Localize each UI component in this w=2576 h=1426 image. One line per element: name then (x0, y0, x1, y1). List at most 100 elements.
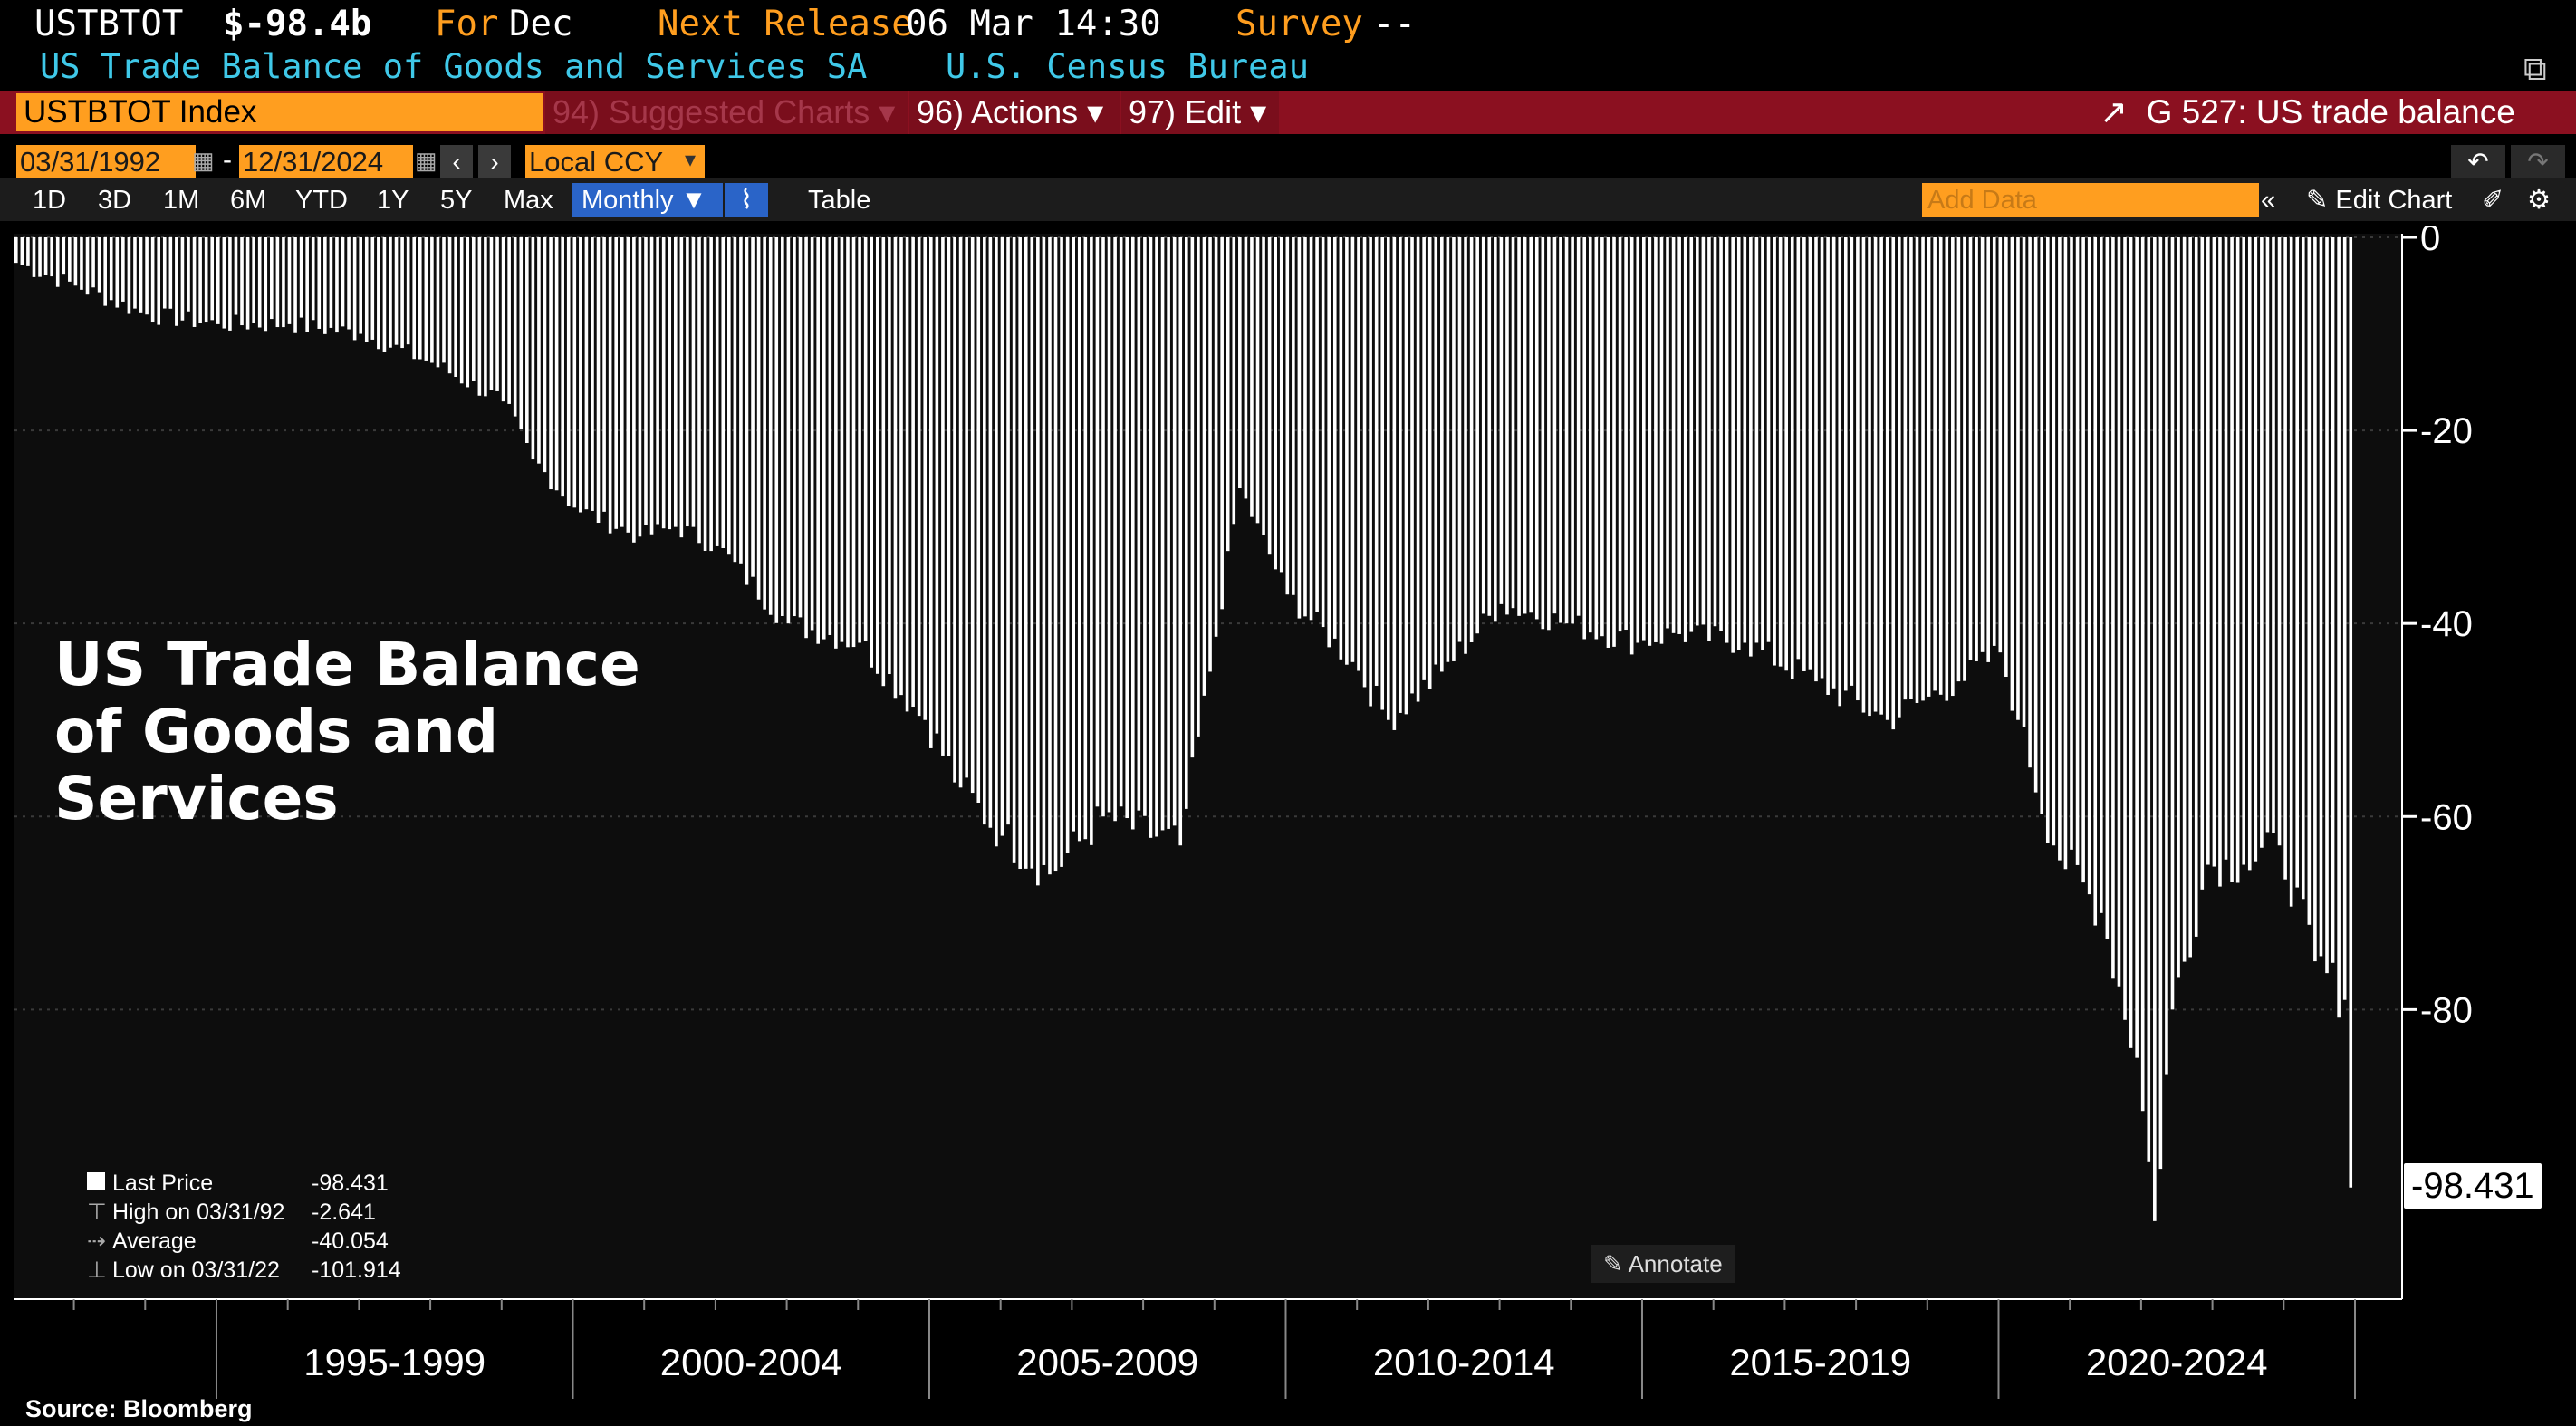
legend-average: ⇢ Average -40.054 (87, 1228, 389, 1254)
bar (519, 237, 524, 429)
bar (958, 237, 963, 788)
legend-average-value: -40.054 (312, 1228, 389, 1254)
bar (1749, 237, 1753, 657)
bar (2331, 237, 2335, 963)
period-1m[interactable]: 1M (163, 186, 200, 215)
collapse-icon[interactable]: « (2261, 186, 2276, 215)
bar (216, 237, 220, 324)
bar (1274, 237, 1277, 570)
bar (293, 237, 297, 333)
period-3d[interactable]: 3D (98, 186, 132, 215)
suggested-charts-button[interactable]: 94) Suggested Charts ▾ (545, 91, 908, 134)
bar (436, 237, 440, 368)
bar (1083, 237, 1088, 840)
bar (983, 237, 986, 825)
bar (1226, 237, 1230, 552)
bar (697, 237, 701, 544)
bar (2070, 237, 2073, 850)
period-max[interactable]: Max (504, 186, 553, 215)
bar (899, 237, 903, 696)
bar (2022, 237, 2026, 727)
calendar-icon[interactable]: ▦ (415, 147, 437, 174)
bar (840, 237, 844, 642)
last-value: $-98.4b (223, 4, 372, 44)
bar (1101, 237, 1105, 817)
bar (1380, 237, 1385, 710)
edit-button[interactable]: 97) Edit ▾ (1121, 91, 1279, 134)
bar (1232, 237, 1236, 525)
bar (888, 237, 891, 675)
edit-chart-button[interactable]: ✎ Edit Chart (2306, 186, 2453, 215)
actions-button[interactable]: 96) Actions ▾ (909, 91, 1120, 134)
bar (1357, 237, 1360, 671)
bar (828, 237, 832, 635)
frequency-select[interactable]: Monthly ▼ (572, 183, 723, 217)
bar (175, 237, 178, 326)
gear-icon[interactable]: ⚙ (2527, 186, 2551, 215)
bar (1986, 237, 1990, 662)
bar (317, 237, 322, 329)
calendar-icon[interactable]: ▦ (192, 147, 215, 174)
chevron-left-icon[interactable]: ‹ (440, 145, 473, 179)
table-button[interactable]: Table (808, 186, 871, 215)
bar (418, 237, 422, 360)
bar (1909, 237, 1913, 699)
end-date-input[interactable]: 12/31/2024 (239, 145, 413, 179)
bar (2028, 237, 2032, 768)
chart-ref[interactable]: ↗ G 527: US trade balance (2100, 91, 2515, 134)
bar (127, 237, 131, 314)
bar (1297, 237, 1302, 619)
bar (103, 237, 107, 306)
period-1d[interactable]: 1D (33, 186, 67, 215)
bar (335, 237, 339, 333)
line-chart-icon[interactable]: ⌇ (725, 183, 768, 217)
draw-icon[interactable]: ✐ (2482, 186, 2504, 215)
bar (1250, 237, 1254, 517)
currency-select[interactable]: Local CCY (525, 145, 705, 179)
bar (531, 237, 535, 460)
bar (50, 237, 53, 277)
edit-chart-label: Edit Chart (2335, 186, 2453, 215)
bar (798, 237, 803, 618)
undo-icon[interactable]: ↶ (2451, 145, 2505, 179)
bar (1143, 237, 1147, 816)
bar (1713, 237, 1717, 627)
bar (133, 237, 137, 309)
bar (804, 237, 808, 639)
annotate-button[interactable]: ✎ Annotate (1591, 1245, 1735, 1283)
bar (1743, 237, 1747, 643)
bar (591, 237, 594, 511)
bar (430, 237, 434, 363)
bar (1399, 237, 1402, 713)
bar (1155, 237, 1158, 837)
bar (751, 237, 755, 577)
bar (715, 237, 719, 546)
bar (1534, 237, 1539, 620)
add-data-input[interactable]: Add Data (1922, 183, 2259, 217)
popout-icon[interactable]: ⧉ (2523, 51, 2547, 88)
source-note: Source: Bloomberg (25, 1395, 253, 1422)
security-input[interactable]: USTBTOT Index (16, 93, 543, 131)
redo-icon[interactable]: ↷ (2511, 145, 2565, 179)
last-value-tag: -98.431 (2404, 1163, 2542, 1209)
bar (1689, 237, 1694, 632)
chevron-right-icon[interactable]: › (478, 145, 511, 179)
bar (1790, 237, 1794, 679)
start-date-input[interactable]: 03/31/1992 (16, 145, 196, 179)
bar (673, 237, 678, 527)
bar (1927, 237, 1931, 697)
period-5y[interactable]: 5Y (440, 186, 473, 215)
chevron-down-icon[interactable]: ▾ (685, 148, 697, 172)
period-ytd[interactable]: YTD (295, 186, 348, 215)
period-1y[interactable]: 1Y (377, 186, 409, 215)
bar (2295, 237, 2300, 888)
bar (1654, 237, 1658, 642)
bar (2319, 237, 2323, 957)
bar (1494, 237, 1497, 622)
bar (2194, 237, 2198, 937)
bar (1238, 237, 1242, 489)
bar (180, 237, 185, 321)
actions-label: 96) Actions (917, 93, 1079, 130)
bar (252, 237, 255, 323)
period-6m[interactable]: 6M (230, 186, 267, 215)
